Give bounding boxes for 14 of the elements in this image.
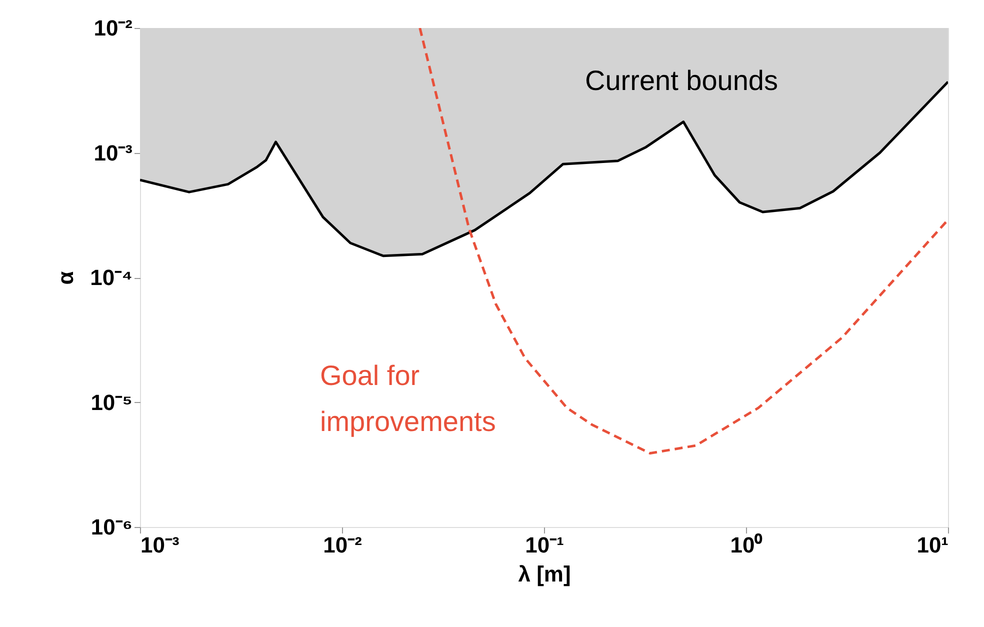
y-tick-label: 10⁻⁴ [90,265,132,290]
annotation: Current bounds [585,65,778,96]
y-tick-label: 10⁻⁵ [90,390,132,415]
x-tick-label: 10⁻¹ [525,532,564,558]
y-tick-label: 10⁻² [94,16,132,40]
x-tick-label: 10⁻³ [140,532,180,558]
x-axis-title: λ [m] [518,562,571,586]
x-tick-label: 10⁻² [323,532,362,558]
y-tick-label: 10⁻⁶ [90,514,132,540]
annotation: Goal for improvements [320,360,496,437]
x-tick-label: 10¹ [916,532,948,558]
y-axis-title: α [53,270,78,285]
y-tick-label: 10⁻³ [94,140,132,166]
x-tick-label: 10⁰ [730,532,763,558]
